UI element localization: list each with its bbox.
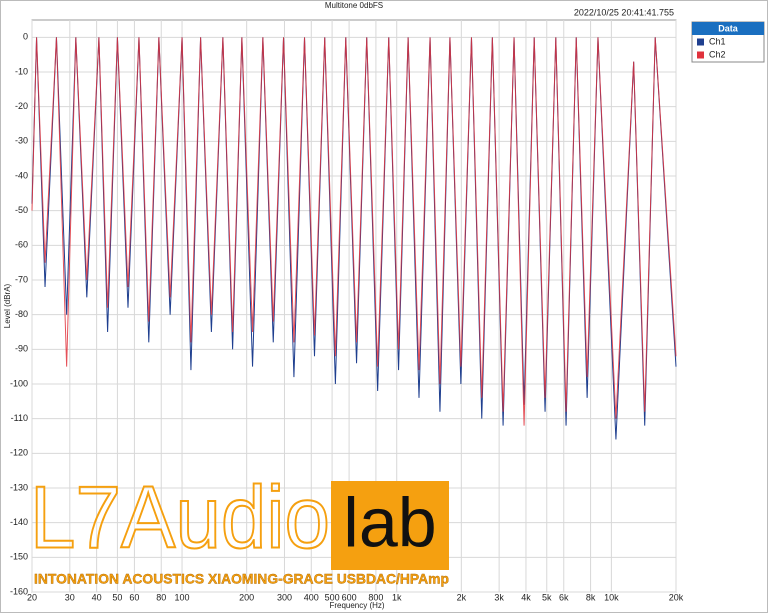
x-tick-label: 40 (92, 592, 102, 602)
y-tick-label: -80 (15, 309, 28, 319)
x-tick-label: 1k (392, 592, 402, 602)
y-tick-label: 0 (23, 32, 28, 42)
y-tick-label: -90 (15, 344, 28, 354)
timestamp: 2022/10/25 20:41:41.755 (574, 7, 674, 17)
x-tick-label: 30 (65, 592, 75, 602)
watermark-caption: INTONATION ACOUSTICS XIAOMING-GRACE USBD… (34, 571, 449, 587)
y-tick-label: -140 (10, 517, 28, 527)
watermark: L7Audio lab INTONATION ACOUSTICS XIAOMIN… (29, 466, 449, 587)
y-tick-label: -30 (15, 136, 28, 146)
x-tick-label: 500 (325, 592, 340, 602)
x-axis-label: Frequency (Hz) (329, 601, 384, 610)
x-tick-label: 200 (239, 592, 254, 602)
y-tick-label: -60 (15, 240, 28, 250)
series-line (31, 37, 677, 426)
y-tick-label: -20 (15, 101, 28, 111)
y-tick-label: -10 (15, 66, 28, 76)
legend-swatch (697, 51, 704, 59)
x-tick-label: 20 (27, 592, 37, 602)
y-tick-label: -40 (15, 170, 28, 180)
y-tick-label: -120 (10, 448, 28, 458)
x-tick-label: 300 (277, 592, 292, 602)
y-tick-label: -100 (10, 378, 28, 388)
legend-swatch (697, 38, 704, 46)
y-tick-label: -150 (10, 552, 28, 562)
y-tick-label: -130 (10, 482, 28, 492)
y-tick-label: -50 (15, 205, 28, 215)
chart-title: Multitone 0dbFS (325, 1, 383, 10)
x-tick-label: 80 (156, 592, 166, 602)
watermark-box (331, 481, 449, 570)
x-tick-label: 800 (368, 592, 383, 602)
x-tick-label: 10k (604, 592, 619, 602)
watermark-box-text: lab (343, 483, 436, 561)
x-tick-label: 400 (304, 592, 319, 602)
legend-header (692, 22, 764, 35)
x-tick-label: 6k (559, 592, 569, 602)
x-tick-label: 100 (175, 592, 190, 602)
x-tick-label: 50 (112, 592, 122, 602)
watermark-brand: L7Audio (30, 467, 330, 566)
x-tick-label: 600 (342, 592, 357, 602)
legend-title: Data (718, 23, 739, 33)
y-tick-label: -110 (11, 413, 28, 423)
x-tick-label: 4k (521, 592, 531, 602)
y-axis-label: Level (dBrA) (3, 283, 12, 328)
legend-label: Ch1 (709, 36, 726, 46)
y-tick-label: -160 (10, 586, 28, 596)
series-line (31, 37, 677, 440)
y-tick-label: -70 (15, 274, 28, 284)
x-tick-label: 60 (129, 592, 139, 602)
legend-label: Ch2 (709, 49, 726, 59)
x-tick-label: 3k (494, 592, 504, 602)
x-tick-label: 2k (457, 592, 467, 602)
x-tick-label: 5k (542, 592, 552, 602)
x-tick-label: 20k (669, 592, 684, 602)
x-tick-label: 8k (586, 592, 596, 602)
